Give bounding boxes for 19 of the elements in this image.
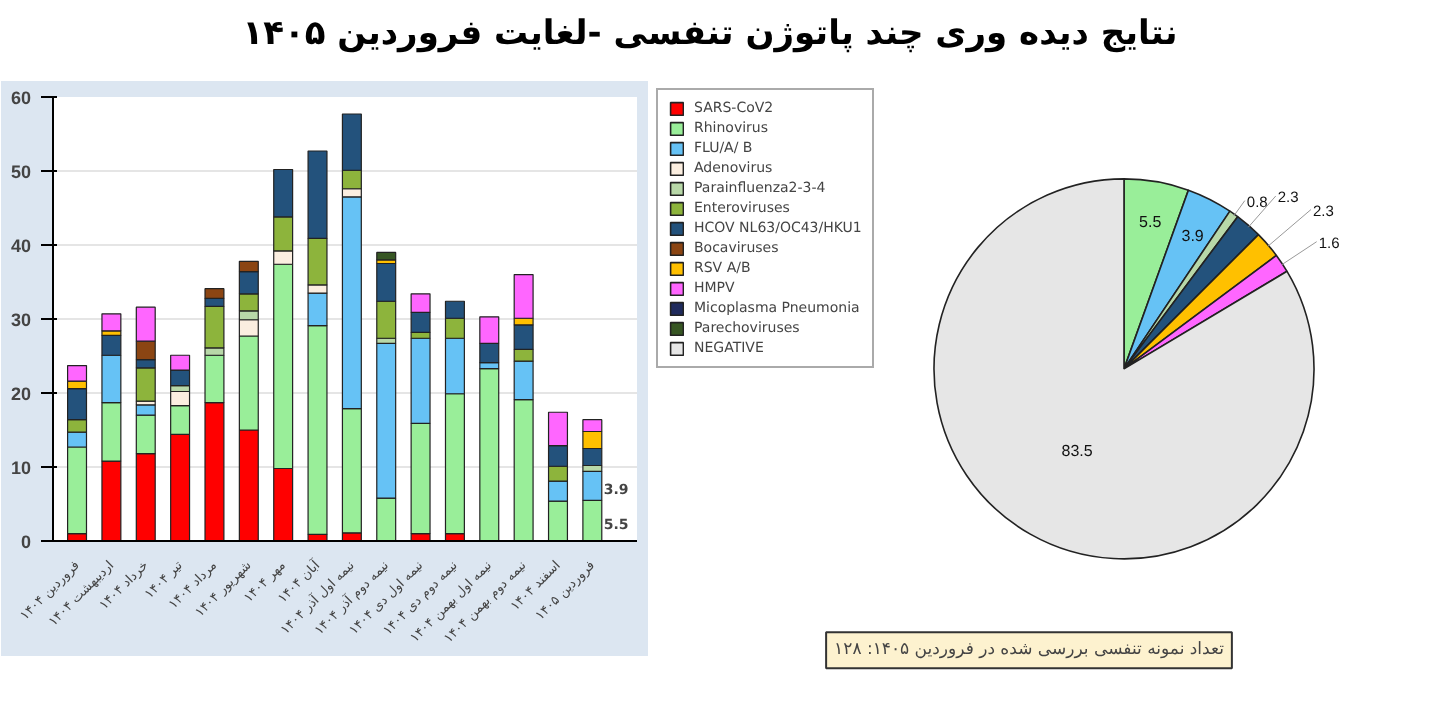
bar <box>513 274 534 319</box>
bar <box>67 365 88 382</box>
y-tick-label: 40 <box>10 236 32 256</box>
text: نتایج دیده وری چند پاتوژن تنفسی -لغایت فروردین ۱۴۰۵ <box>240 12 1180 58</box>
bar <box>101 313 122 332</box>
data-label: 5.5 <box>1139 213 1163 232</box>
text: تعداد نمونه تنفسی بررسی شده در فروردین ۱۴۰۵: ۱۲۸ <box>834 640 1226 661</box>
bar <box>376 251 397 261</box>
y-tick-label: 20 <box>10 384 32 404</box>
bar <box>204 288 225 299</box>
bar <box>204 305 225 349</box>
data-label: 83.5 <box>1061 442 1094 461</box>
bar <box>479 367 500 541</box>
y-tick-label: 0 <box>20 532 32 552</box>
data-label: 3.9 <box>1181 227 1205 246</box>
y-tick-label: 50 <box>10 162 32 182</box>
y-tick-label: 10 <box>10 458 32 478</box>
y-tick-label: 60 <box>10 88 32 108</box>
y-tick-label: 30 <box>10 310 32 330</box>
